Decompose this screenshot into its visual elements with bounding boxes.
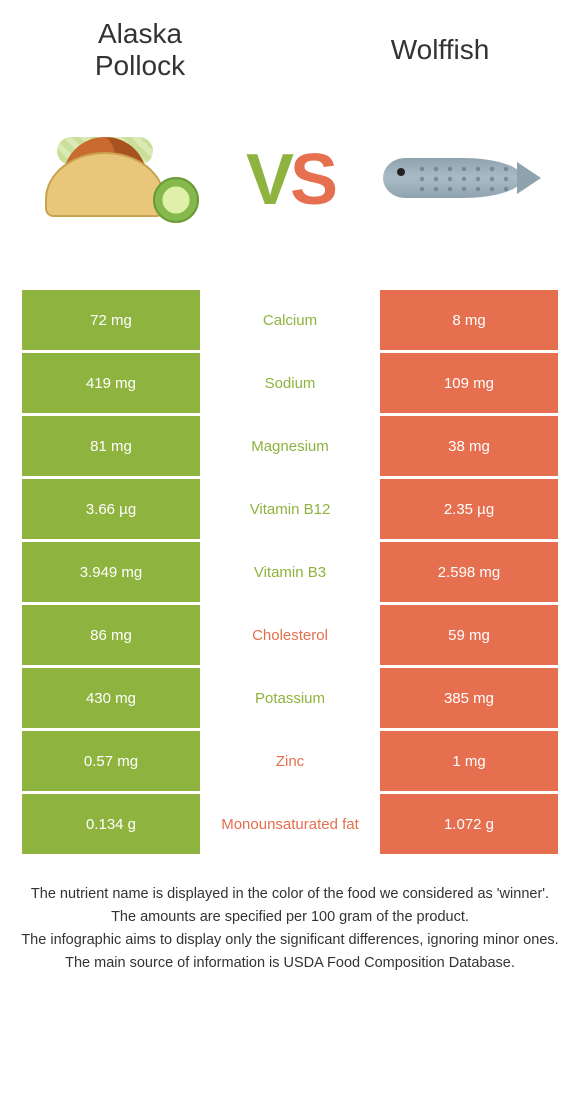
right-value-cell: 38 mg [380,416,558,476]
vs-v: V [246,139,290,221]
table-row: 86 mgCholesterol59 mg [22,605,558,665]
nutrient-label-cell: Cholesterol [200,605,380,665]
right-value-cell: 1 mg [380,731,558,791]
table-row: 0.57 mgZinc1 mg [22,731,558,791]
nutrient-label-cell: Vitamin B3 [200,542,380,602]
left-value-cell: 72 mg [22,290,200,350]
right-food-title: Wolffish [340,34,540,66]
table-row: 3.949 mgVitamin B32.598 mg [22,542,558,602]
right-value-cell: 8 mg [380,290,558,350]
hero-row: VS [0,90,580,290]
table-row: 81 mgMagnesium38 mg [22,416,558,476]
footnote: The nutrient name is displayed in the co… [20,884,560,974]
table-row: 419 mgSodium109 mg [22,353,558,413]
right-value-cell: 1.072 g [380,794,558,854]
left-value-cell: 0.134 g [22,794,200,854]
left-food-title-line1: Alaska [40,18,240,50]
header: Alaska Pollock Wolffish [0,0,580,90]
nutrient-label-cell: Magnesium [200,416,380,476]
taco-icon [35,125,205,235]
footnote-line: The infographic aims to display only the… [20,930,560,951]
vs-s: S [290,139,334,221]
nutrient-label-cell: Calcium [200,290,380,350]
right-value-cell: 109 mg [380,353,558,413]
left-food-title-line2: Pollock [40,50,240,82]
left-value-cell: 86 mg [22,605,200,665]
right-value-cell: 59 mg [380,605,558,665]
nutrient-label-cell: Sodium [200,353,380,413]
left-value-cell: 0.57 mg [22,731,200,791]
table-row: 0.134 gMonounsaturated fat1.072 g [22,794,558,854]
table-row: 3.66 µgVitamin B122.35 µg [22,479,558,539]
left-value-cell: 81 mg [22,416,200,476]
left-food-image [30,120,210,240]
table-row: 430 mgPotassium385 mg [22,668,558,728]
nutrient-label-cell: Zinc [200,731,380,791]
fish-icon [375,140,545,220]
footnote-line: The nutrient name is displayed in the co… [20,884,560,905]
left-value-cell: 419 mg [22,353,200,413]
footnote-line: The amounts are specified per 100 gram o… [20,907,560,928]
vs-label: VS [246,139,334,221]
right-value-cell: 385 mg [380,668,558,728]
nutrient-label-cell: Potassium [200,668,380,728]
right-food-image [370,120,550,240]
right-value-cell: 2.35 µg [380,479,558,539]
footnote-line: The main source of information is USDA F… [20,953,560,974]
table-row: 72 mgCalcium8 mg [22,290,558,350]
comparison-table: 72 mgCalcium8 mg419 mgSodium109 mg81 mgM… [22,290,558,854]
left-food-title: Alaska Pollock [40,18,240,82]
left-value-cell: 3.949 mg [22,542,200,602]
left-value-cell: 430 mg [22,668,200,728]
nutrient-label-cell: Monounsaturated fat [200,794,380,854]
lime-icon [153,177,199,223]
right-value-cell: 2.598 mg [380,542,558,602]
left-value-cell: 3.66 µg [22,479,200,539]
nutrient-label-cell: Vitamin B12 [200,479,380,539]
